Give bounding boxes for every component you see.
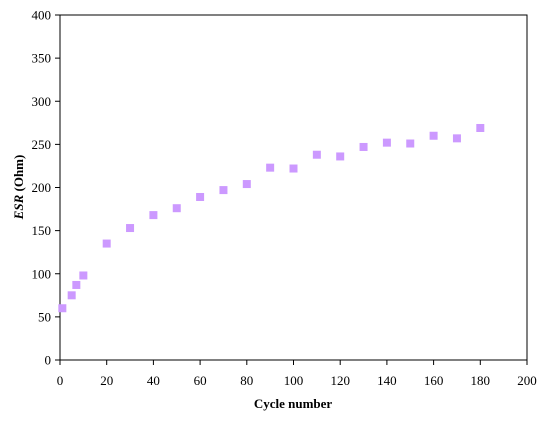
x-tick-label: 60 [194,373,207,388]
y-tick-label: 200 [32,180,52,195]
data-point [429,131,438,140]
y-axis-title-unit: (Ohm) [11,155,26,195]
plot-frame [59,14,528,361]
x-tick-label: 160 [424,373,444,388]
y-tick-label: 100 [32,266,52,281]
data-point [67,291,76,300]
data-point [382,138,391,147]
x-tick-label: 200 [517,373,537,388]
x-tick-label: 40 [147,373,160,388]
data-point [266,163,275,172]
y-tick-label: 0 [45,353,52,368]
data-point [72,280,81,289]
data-point [79,271,88,280]
axes [59,14,528,361]
data-point [102,239,111,248]
data-point [359,142,368,151]
x-tick-label: 120 [330,373,350,388]
data-point [242,180,251,189]
data-point [172,204,181,213]
x-tick-label: 80 [240,373,253,388]
data-points [58,123,485,313]
data-point [476,123,485,132]
y-axis-ticks: 0 50 100 150 200 250 300 350 400 [32,8,60,368]
x-tick-label: 20 [100,373,113,388]
data-point [452,134,461,143]
y-axis-title-esr: ESR [11,194,26,220]
data-point [406,139,415,148]
y-axis-title: ESR (Ohm) [11,155,26,221]
data-point [58,304,67,313]
y-tick-label: 300 [32,94,52,109]
x-tick-label: 0 [57,373,64,388]
data-point [196,192,205,201]
x-tick-label: 140 [377,373,397,388]
x-tick-label: 180 [471,373,491,388]
data-point [289,164,298,173]
y-tick-label: 150 [32,223,52,238]
data-point [126,224,135,233]
data-point [336,152,345,161]
y-tick-label: 350 [32,51,52,66]
data-point [149,211,158,220]
x-tick-label: 100 [284,373,304,388]
data-point [312,150,321,159]
x-axis-title: Cycle number [254,396,333,411]
x-axis-ticks: 0 20 40 60 80 100 120 140 160 180 200 [57,360,537,388]
data-point [219,186,228,195]
y-tick-label: 50 [38,309,51,324]
y-tick-label: 250 [32,137,52,152]
y-tick-label: 400 [32,8,52,23]
